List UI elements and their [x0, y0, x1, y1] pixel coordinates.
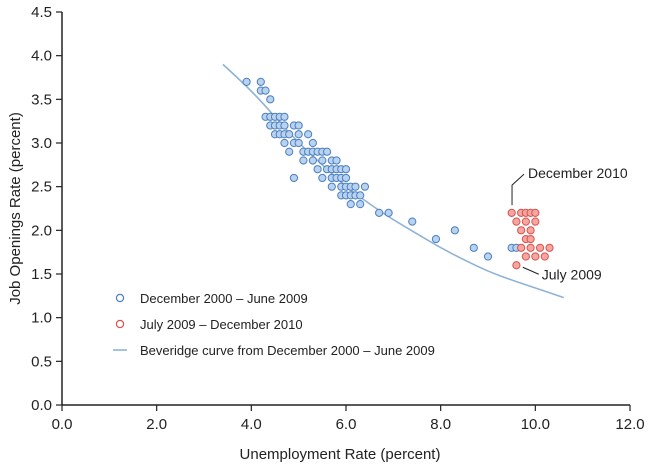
- point-jul2009-dec2010: [531, 252, 540, 261]
- legend: December 2000 – June 2009 July 2009 – Dec…: [113, 291, 435, 358]
- point-dec2000-jun2009: [256, 77, 265, 86]
- point-jul2009-dec2010: [521, 217, 530, 226]
- point-jul2009-dec2010: [512, 261, 521, 270]
- point-jul2009-dec2010: [507, 208, 516, 217]
- point-dec2000-jun2009: [346, 200, 355, 209]
- point-dec2000-jun2009: [341, 165, 351, 174]
- legend-label-1: July 2009 – December 2010: [140, 317, 303, 332]
- point-jul2009-dec2010: [531, 208, 540, 217]
- point-dec2000-jun2009: [356, 191, 365, 200]
- annotation-jul2009: July 2009: [542, 266, 602, 282]
- x-tick-label: 8.0: [430, 416, 451, 433]
- y-tick-label: 3.5: [31, 91, 52, 108]
- point-jul2009-dec2010: [526, 226, 535, 235]
- y-tick-label: 3.0: [31, 135, 52, 152]
- point-dec2000-jun2009: [294, 121, 303, 130]
- y-tick-label: 4.0: [31, 48, 52, 65]
- point-dec2000-jun2009: [285, 147, 294, 156]
- y-tick-label: 0.0: [31, 397, 52, 414]
- point-jul2009-dec2010: [521, 252, 530, 261]
- point-dec2000-jun2009: [327, 182, 336, 191]
- point-dec2000-jun2009: [261, 86, 270, 95]
- point-dec2000-jun2009: [360, 182, 370, 191]
- point-dec2000-jun2009: [332, 156, 341, 165]
- point-jul2009-dec2010: [535, 243, 545, 252]
- point-dec2000-jun2009: [285, 130, 294, 139]
- x-axis-title: Unemployment Rate (percent): [240, 446, 441, 463]
- point-dec2000-jun2009: [450, 226, 459, 235]
- y-tick-label: 4.5: [31, 4, 52, 21]
- point-dec2000-jun2009: [280, 121, 289, 130]
- point-dec2000-jun2009: [308, 156, 317, 165]
- point-dec2000-jun2009: [384, 208, 393, 217]
- point-dec2000-jun2009: [280, 112, 289, 121]
- point-jul2009-dec2010: [540, 252, 549, 261]
- point-dec2000-jun2009: [351, 182, 360, 191]
- point-dec2000-jun2009: [299, 156, 308, 165]
- point-jul2009-dec2010: [545, 243, 554, 252]
- x-tick-label: 6.0: [336, 416, 357, 433]
- annotation-leader-jul2009: [522, 266, 539, 275]
- point-dec2000-jun2009: [318, 173, 327, 183]
- point-jul2009-dec2010: [517, 243, 526, 252]
- y-tick-label: 2.5: [31, 179, 52, 196]
- point-dec2000-jun2009: [280, 138, 289, 148]
- point-dec2000-jun2009: [356, 200, 365, 209]
- point-dec2000-jun2009: [483, 252, 493, 261]
- x-tick-label: 10.0: [521, 416, 550, 433]
- point-jul2009-dec2010: [512, 217, 521, 226]
- y-tick-label: 0.5: [31, 353, 52, 370]
- point-dec2000-jun2009: [313, 165, 322, 174]
- annotation-leader-dec2010: [511, 173, 525, 206]
- legend-marker-0: [115, 293, 125, 303]
- y-axis-title: Job Openings Rate (percent): [7, 112, 24, 305]
- point-dec2000-jun2009: [322, 147, 332, 156]
- point-dec2000-jun2009: [289, 173, 299, 183]
- legend-label-0: December 2000 – June 2009: [140, 291, 308, 306]
- y-tick-label: 2.0: [31, 222, 52, 239]
- point-dec2000-jun2009: [242, 77, 251, 86]
- point-dec2000-jun2009: [318, 156, 327, 165]
- y-tick-label: 1.0: [31, 310, 52, 327]
- point-jul2009-dec2010: [526, 243, 535, 252]
- point-dec2000-jun2009: [266, 95, 275, 104]
- x-tick-label: 4.0: [241, 416, 262, 433]
- point-jul2009-dec2010: [526, 234, 535, 244]
- x-tick-label: 0.0: [52, 416, 73, 433]
- point-dec2000-jun2009: [431, 234, 441, 244]
- point-jul2009-dec2010: [531, 217, 540, 226]
- x-tick-label: 12.0: [615, 416, 644, 433]
- point-dec2000-jun2009: [304, 130, 313, 139]
- point-dec2000-jun2009: [341, 173, 351, 183]
- annotation-dec2010: December 2010: [528, 165, 628, 181]
- point-dec2000-jun2009: [375, 208, 384, 217]
- axes: 0.0 2.0 4.0 6.0 8.0 10.0 12.0 0.0 0.5 1.0 1.5 2.0 2.…: [7, 4, 645, 463]
- point-jul2009-dec2010: [517, 226, 526, 235]
- legend-marker-1: [115, 319, 125, 329]
- point-dec2000-jun2009: [408, 217, 417, 226]
- legend-label-2: Beveridge curve from December 2000 – Jun…: [140, 343, 435, 358]
- point-dec2000-jun2009: [308, 138, 317, 148]
- x-tick-label: 2.0: [146, 416, 167, 433]
- point-dec2000-jun2009: [469, 243, 478, 252]
- point-dec2000-jun2009: [294, 130, 303, 139]
- y-tick-label: 1.5: [31, 266, 52, 283]
- points-layer: [242, 77, 554, 270]
- point-dec2000-jun2009: [294, 138, 303, 148]
- annotations: December 2010 July 2009: [511, 165, 628, 282]
